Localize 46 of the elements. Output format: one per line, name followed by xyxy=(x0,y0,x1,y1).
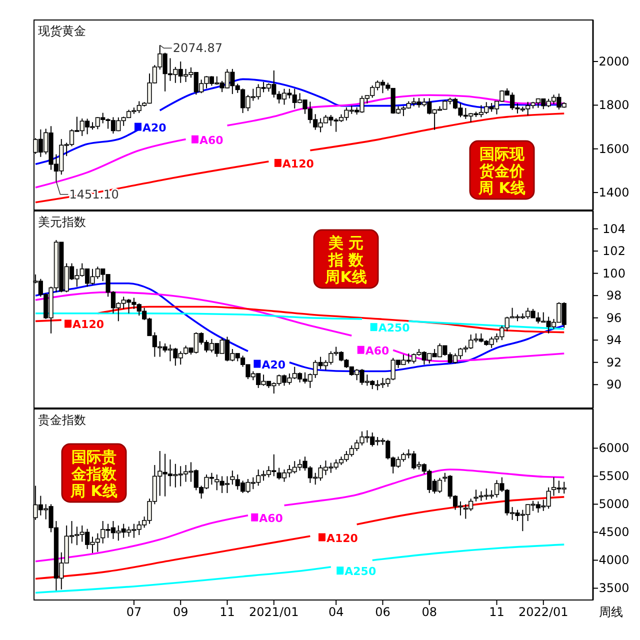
y-tick-label: 5000 xyxy=(598,497,630,512)
y-tick-label: 100 xyxy=(602,266,626,280)
legend-label: A60 xyxy=(259,512,284,525)
legend-label: A250 xyxy=(344,565,376,578)
legend-label: A20 xyxy=(142,121,167,134)
y-tick-label: 104 xyxy=(602,222,626,236)
x-tick-label: 2022/01 xyxy=(518,605,568,619)
y-tick-label: 2000 xyxy=(598,54,630,68)
legend-label: A120 xyxy=(72,318,104,332)
x-tick-label: 2021/01 xyxy=(248,605,299,619)
annotation: 国际现货金价周 K线 xyxy=(478,145,526,197)
y-tick-label: 98 xyxy=(606,288,622,303)
y-tick-label: 3500 xyxy=(598,581,630,596)
legend-label: A60 xyxy=(365,344,390,358)
legend-label: A20 xyxy=(262,358,286,372)
chart-title: 贵金指数 xyxy=(38,413,86,427)
legend-label: A60 xyxy=(200,134,224,147)
y-tick-label: 90 xyxy=(606,378,622,392)
x-tick-label: 09 xyxy=(172,605,188,619)
x-axis-title: 周线 xyxy=(599,605,623,619)
y-tick-label: 94 xyxy=(606,333,622,348)
y-tick-label: 102 xyxy=(602,244,626,258)
x-tick-label: 11 xyxy=(489,605,504,619)
y-tick-label: 4000 xyxy=(598,553,630,568)
y-tick-label: 92 xyxy=(606,355,622,370)
x-tick-label: 04 xyxy=(328,605,344,619)
annotation: 2074.87 xyxy=(172,41,222,56)
y-tick-label: 6000 xyxy=(598,441,630,456)
x-tick-label: 07 xyxy=(126,605,142,619)
chart-title: 美元指数 xyxy=(38,215,86,229)
legend-label: A120 xyxy=(282,157,314,170)
y-tick-label: 1400 xyxy=(598,186,630,200)
annotation: 美 元指 数周K线 xyxy=(324,234,367,286)
legend-label: A120 xyxy=(326,532,358,545)
y-tick-label: 4500 xyxy=(598,525,630,540)
y-tick-label: 1600 xyxy=(598,142,630,156)
y-tick-label: 5500 xyxy=(598,469,630,484)
x-tick-label: 06 xyxy=(375,605,390,619)
y-tick-label: 1800 xyxy=(598,98,630,112)
annotation: 国际贵金指数周 K线 xyxy=(70,448,118,500)
candlestick xyxy=(474,489,478,502)
y-tick-label: 96 xyxy=(606,310,622,325)
x-tick-label: 08 xyxy=(422,605,438,619)
legend-label: A250 xyxy=(378,322,410,335)
chart-title: 现货黄金 xyxy=(38,24,86,38)
x-tick-label: 11 xyxy=(220,605,235,619)
